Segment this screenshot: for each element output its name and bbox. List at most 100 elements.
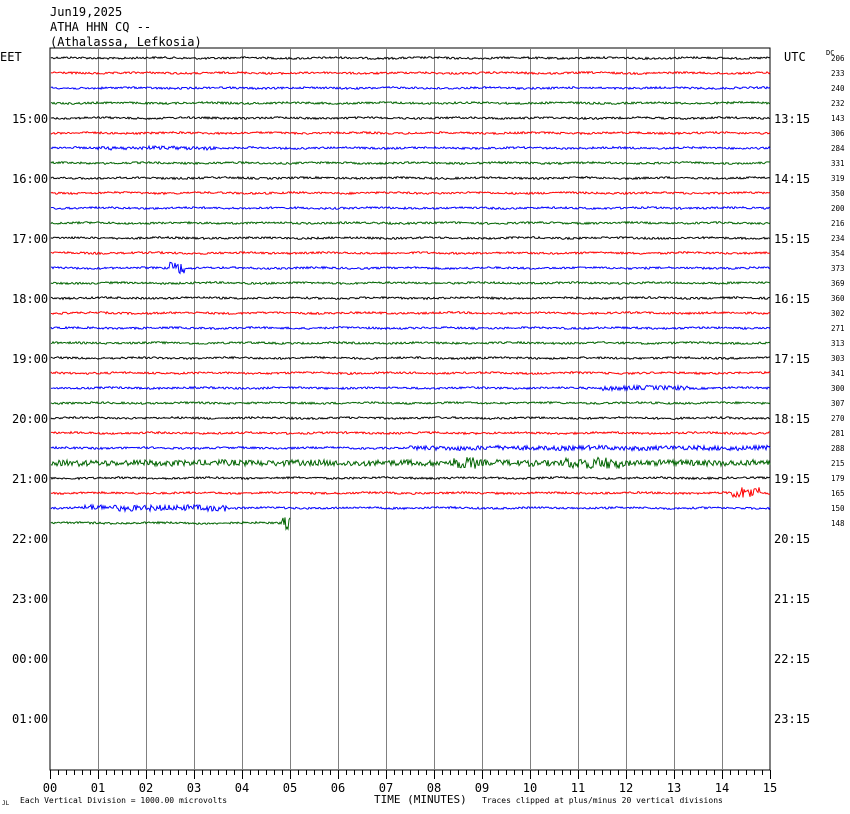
corner-mark: JL [2, 800, 10, 807]
seismic-trace [50, 100, 771, 106]
x-tick-label: 06 [331, 781, 345, 795]
x-tick-label: 02 [139, 781, 153, 795]
left-hour-label: 16:00 [12, 172, 48, 186]
x-tick-label: 05 [283, 781, 297, 795]
left-hour-label: 17:00 [12, 232, 48, 246]
seismic-trace [50, 280, 771, 286]
dc-offset-label: 302 [831, 309, 845, 318]
left-hour-label: 20:00 [12, 412, 48, 426]
dc-offset-label: 341 [831, 369, 845, 378]
dc-offset-label: 270 [831, 414, 845, 423]
seismic-trace [50, 55, 771, 61]
seismic-trace [50, 175, 771, 181]
seismic-trace [50, 130, 771, 136]
dc-offset-label: 143 [831, 114, 845, 123]
right-hour-label: 13:15 [774, 112, 810, 126]
left-hour-label: 00:00 [12, 652, 48, 666]
left-timezone-label: EET [0, 50, 22, 64]
dc-offset-label: 234 [831, 234, 845, 243]
dc-offset-label: 165 [831, 489, 845, 498]
seismic-trace [50, 355, 771, 361]
x-tick-label: 12 [619, 781, 633, 795]
seismic-trace [50, 190, 771, 196]
dc-offset-label: 216 [831, 219, 845, 228]
dc-offset-label: 288 [831, 444, 845, 453]
dc-offset-label: 179 [831, 474, 845, 483]
x-axis-title: TIME (MINUTES) [374, 793, 467, 806]
right-hour-label: 22:15 [774, 652, 810, 666]
dc-offset-label: 271 [831, 324, 845, 333]
right-hour-label: 19:15 [774, 472, 810, 486]
seismic-trace [50, 144, 771, 151]
right-hour-label: 18:15 [774, 412, 810, 426]
left-hour-label: 19:00 [12, 352, 48, 366]
seismic-trace [50, 443, 771, 453]
seismic-trace [50, 370, 771, 376]
x-tick-label: 07 [379, 781, 393, 795]
seismic-trace [50, 261, 771, 275]
record-date: Jun19,2025 [50, 5, 123, 19]
x-tick-label: 14 [715, 781, 729, 795]
seismic-trace [50, 160, 771, 166]
dc-offset-label: 331 [831, 159, 845, 168]
seismic-trace [50, 295, 771, 301]
station-code: ATHA HHN CQ -- [50, 20, 152, 34]
seismic-trace [50, 475, 771, 481]
seismic-trace [50, 400, 771, 406]
left-hour-label: 15:00 [12, 112, 48, 126]
dc-offset-label: 354 [831, 249, 845, 258]
dc-offset-label: 373 [831, 264, 845, 273]
seismic-trace [50, 115, 771, 121]
x-tick-label: 15 [763, 781, 777, 795]
station-location: (Athalassa, Lefkosia) [50, 35, 202, 49]
x-tick-label: 09 [475, 781, 489, 795]
dc-offset-label: 360 [831, 294, 845, 303]
right-hour-label: 20:15 [774, 532, 810, 546]
seismic-trace [50, 70, 771, 76]
seismic-trace [50, 310, 771, 316]
right-hour-label: 14:15 [774, 172, 810, 186]
right-hour-label: 23:15 [774, 712, 810, 726]
dc-offset-label: 369 [831, 279, 845, 288]
dc-offset-label: 303 [831, 354, 845, 363]
x-tick-label: 03 [187, 781, 201, 795]
seismic-trace [50, 415, 771, 421]
dc-offset-label: 350 [831, 189, 845, 198]
seismic-trace [50, 220, 771, 226]
x-tick-label: 01 [91, 781, 105, 795]
dc-offset-label: 215 [831, 459, 845, 468]
left-hour-label: 22:00 [12, 532, 48, 546]
seismic-trace [50, 85, 771, 91]
right-hour-label: 15:15 [774, 232, 810, 246]
dc-offset-label: 233 [831, 69, 845, 78]
x-tick-label: 10 [523, 781, 537, 795]
left-hour-label: 23:00 [12, 592, 48, 606]
right-timezone-label: UTC [784, 50, 806, 64]
dc-offset-label: 150 [831, 504, 845, 513]
dc-offset-label: 313 [831, 339, 845, 348]
seismic-trace [50, 503, 771, 513]
x-tick-label: 11 [571, 781, 585, 795]
dc-offset-label: 300 [831, 384, 845, 393]
seismic-trace [50, 325, 771, 331]
right-hour-label: 17:15 [774, 352, 810, 366]
left-hour-label: 01:00 [12, 712, 48, 726]
plot-frame [49, 47, 771, 771]
left-hour-label: 18:00 [12, 292, 48, 306]
seismic-trace [50, 235, 771, 241]
seismic-trace [50, 383, 771, 393]
seismic-trace [50, 340, 771, 346]
x-tick-label: 00 [43, 781, 57, 795]
dc-offset-label: 319 [831, 174, 845, 183]
dc-offset-label: 307 [831, 399, 845, 408]
x-tick-label: 13 [667, 781, 681, 795]
vertical-division-note: Each Vertical Division = 1000.00 microvo… [20, 796, 228, 805]
clip-note: Traces clipped at plus/minus 20 vertical… [482, 796, 723, 805]
seismic-trace [50, 430, 771, 436]
dc-offset-label: 200 [831, 204, 845, 213]
dc-offset-label: 240 [831, 84, 845, 93]
x-tick-label: 08 [427, 781, 441, 795]
dc-offset-label: 148 [831, 519, 845, 528]
seismic-trace [50, 205, 771, 211]
